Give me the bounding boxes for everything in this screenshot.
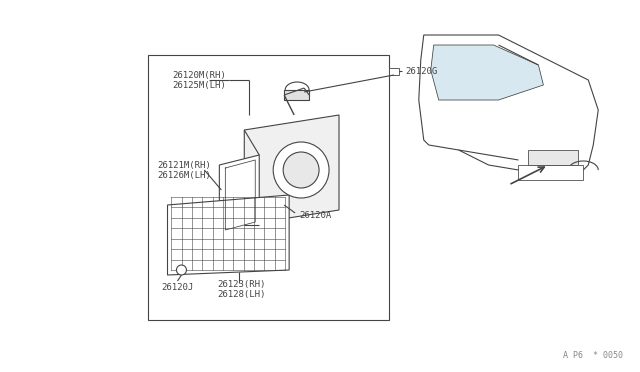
Circle shape: [273, 142, 329, 198]
Text: 26128(LH): 26128(LH): [218, 291, 266, 299]
Text: 26125M(LH): 26125M(LH): [173, 80, 227, 90]
Text: 26123(RH): 26123(RH): [218, 280, 266, 289]
Bar: [389, 68, 399, 75]
Circle shape: [177, 265, 186, 275]
Text: 26120M(RH): 26120M(RH): [173, 71, 227, 80]
Polygon shape: [529, 150, 579, 165]
Text: 26120G: 26120G: [406, 67, 438, 76]
Polygon shape: [168, 195, 289, 275]
Text: 26120J: 26120J: [161, 282, 194, 292]
Text: 26126M(LH): 26126M(LH): [157, 170, 211, 180]
Polygon shape: [244, 115, 339, 225]
Text: 26121M(RH): 26121M(RH): [157, 160, 211, 170]
Polygon shape: [518, 165, 583, 180]
Polygon shape: [419, 35, 598, 170]
Text: A P6  * 0050: A P6 * 0050: [563, 350, 623, 359]
Bar: [284, 90, 309, 100]
Bar: [148, 55, 389, 320]
Text: 26120A: 26120A: [299, 211, 332, 219]
Circle shape: [283, 152, 319, 188]
Polygon shape: [220, 155, 259, 235]
Polygon shape: [431, 45, 543, 100]
